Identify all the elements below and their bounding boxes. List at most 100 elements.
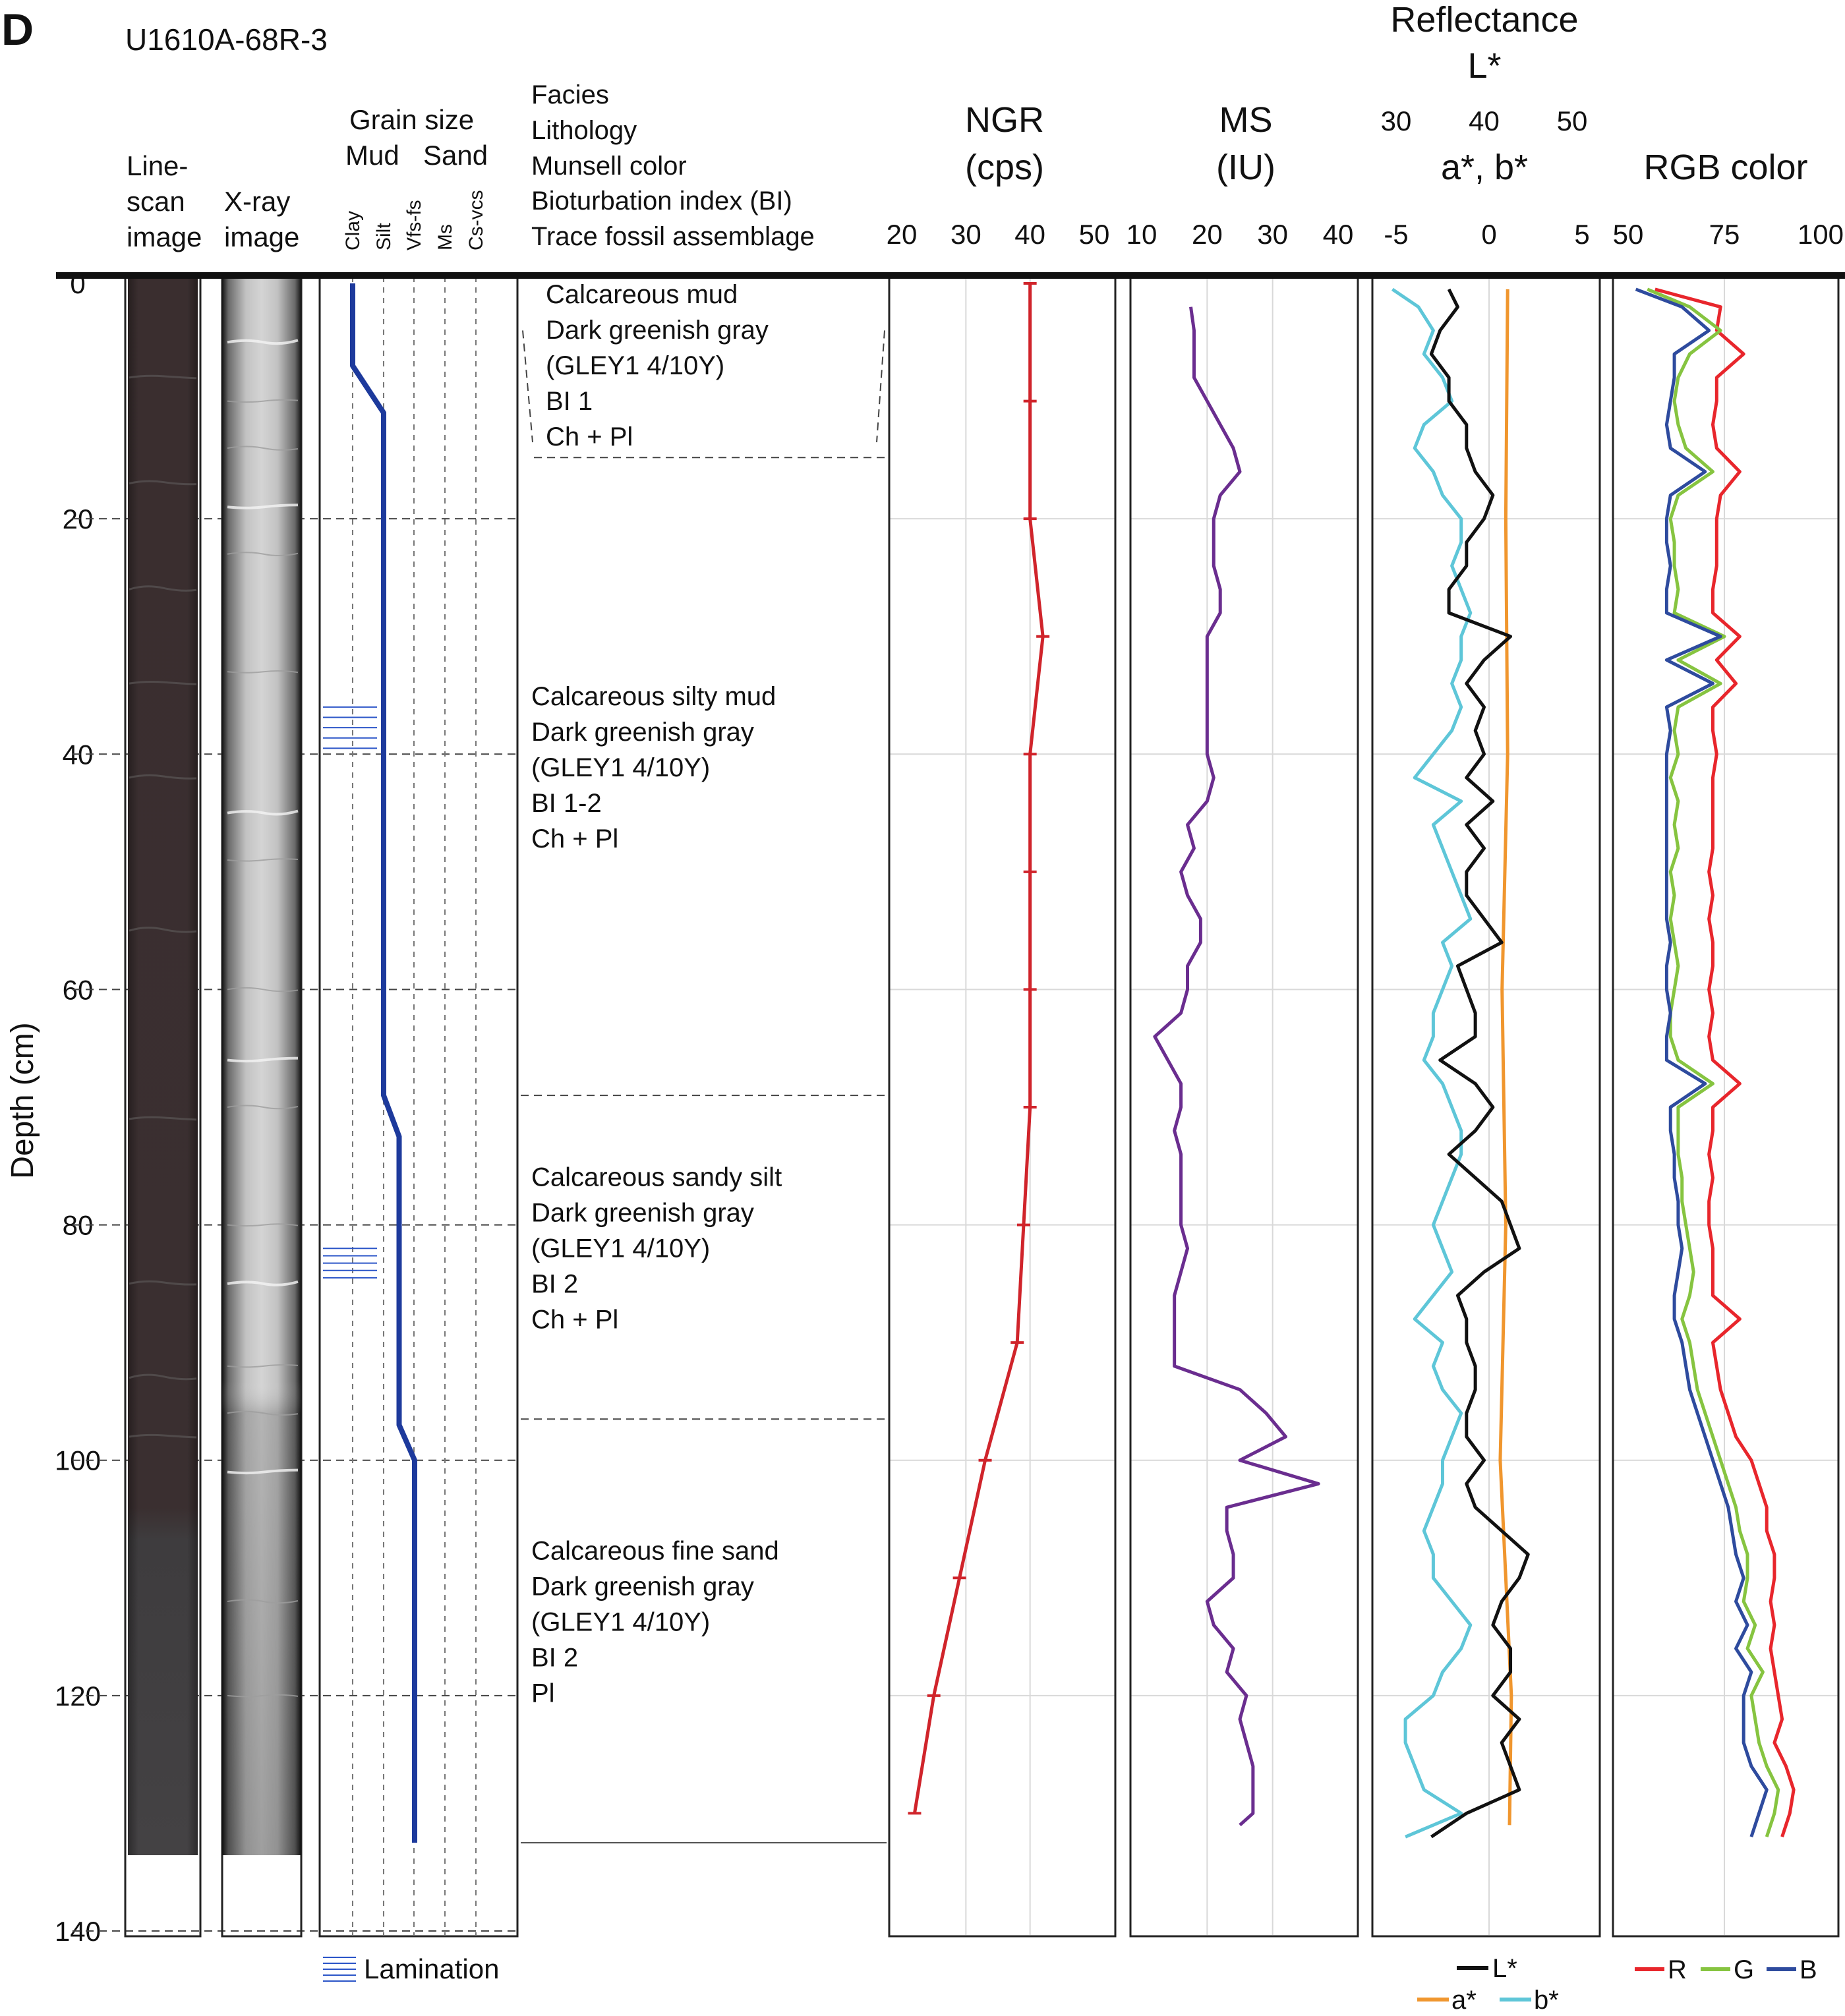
grain-class-label: Cs-vcs [465, 190, 487, 250]
grain-class-labels: Clay Silt Vfs-fs Ms Cs-vcs [342, 190, 487, 250]
tick-label: 0 [1481, 219, 1496, 250]
linescan-streak [129, 1373, 197, 1381]
grain-size-header: Grain size Mud Sand Clay Silt Vfs-fs Ms Cs-v… [342, 104, 488, 250]
rgb-header: RGB color [1643, 148, 1807, 187]
linescan-streak [129, 774, 197, 780]
linescan-streak [129, 1116, 197, 1121]
linescan-streak [129, 1280, 197, 1286]
desc-header-line: Lithology [531, 116, 637, 145]
depth-guides [73, 518, 517, 1932]
reflectance-ab-tick-labels: -5 0 5 [1384, 219, 1589, 250]
rgb-r-line [1655, 287, 1796, 1837]
reflectance-l-line [1429, 288, 1530, 1839]
xray-streak [227, 552, 299, 556]
rgb-frame [1612, 274, 1840, 1938]
legend-r-label: R [1668, 1955, 1687, 1984]
ngr-header: NGR (cps) [965, 100, 1044, 187]
linescan-streak [129, 480, 197, 486]
reflectance-title: Reflectance [1390, 0, 1578, 40]
unit-description-line: BI 2 [531, 1270, 578, 1299]
rgb-grid [1613, 277, 1838, 1935]
linescan-streaks [129, 374, 197, 1439]
reflectance-l-tick-labels: 30 40 50 [1381, 105, 1588, 136]
xray-streak [227, 1468, 299, 1475]
linescan-header: Line- scan image [127, 150, 202, 252]
unit-description-line: Ch + Pl [546, 422, 633, 451]
ngr-tick-labels: 20 30 40 50 [887, 219, 1110, 250]
linescan-streak [129, 927, 197, 933]
grain-size-line [350, 283, 417, 1843]
unit-description-line: (GLEY1 4/10Y) [531, 753, 710, 782]
tick-label: 40 [1014, 219, 1045, 250]
unit-description-line: Dark greenish gray [531, 1572, 754, 1601]
xray-streak [227, 1694, 299, 1698]
unit-description-line: BI 2 [531, 1644, 578, 1673]
unit-description-line: Pl [531, 1679, 555, 1708]
grain-size-panel [318, 274, 519, 1938]
unit-description-line: Dark greenish gray [546, 316, 769, 345]
xray-streak [227, 1364, 299, 1368]
xray-streak [227, 446, 299, 451]
ngr-grid [889, 277, 1115, 1935]
rgb-b-line [1635, 287, 1769, 1837]
unit-description-line: Ch + Pl [531, 1306, 618, 1335]
linescan-streak [129, 680, 197, 685]
legend-l-label: L* [1492, 1954, 1517, 1983]
unit-bracket [522, 330, 533, 443]
xray-streak [227, 1410, 299, 1416]
xray-streak [227, 670, 299, 674]
xray-streaks [227, 339, 299, 1698]
reflectance-ab-label: a*, b* [1441, 148, 1528, 187]
xray-header-line: X-ray [224, 186, 290, 217]
tick-label: 75 [1709, 219, 1740, 250]
desc-header-line: Trace fossil assemblage [531, 222, 815, 251]
grain-class-label: Vfs-fs [403, 200, 425, 250]
xray-streak [227, 504, 299, 509]
depth-axis-label: Depth (cm) [5, 1022, 40, 1178]
tick-label: 20 [887, 219, 918, 250]
xray-streak [227, 1056, 299, 1063]
grain-class-label: Clay [342, 211, 364, 250]
ms-title: MS [1219, 100, 1273, 140]
rgb-g-line [1647, 287, 1780, 1837]
unit-description-line: Calcareous silty mud [531, 682, 776, 711]
unit-description-line: (GLEY1 4/10Y) [531, 1608, 710, 1637]
legend-b-label: b* [1534, 1986, 1559, 2015]
linescan-streak [129, 1433, 197, 1439]
linescan-shade [128, 275, 198, 1855]
xray-streak [227, 1223, 299, 1227]
reflectance-header: Reflectance L* a*, b* [1390, 0, 1578, 187]
linescan-header-line: image [127, 221, 202, 252]
tick-label: 40 [1323, 219, 1354, 250]
xray-image [221, 274, 303, 1938]
unit-description-line: Calcareous mud [546, 280, 738, 309]
legend-g-label: G [1734, 1955, 1754, 1984]
tick-label: 30 [1257, 219, 1288, 250]
tick-label: 30 [1381, 105, 1412, 136]
grain-class-label: Ms [434, 224, 456, 250]
tick-label: 40 [1469, 105, 1500, 136]
ms-header: MS (IU) [1216, 100, 1275, 187]
xray-streak [227, 858, 299, 862]
desc-header-line: Bioturbation index (BI) [531, 187, 792, 216]
xray-header: X-ray image [224, 186, 299, 252]
tick-label: 30 [951, 219, 981, 250]
unit-bracket [876, 330, 885, 443]
tick-label: 100 [1798, 219, 1844, 250]
desc-header-line: Munsell color [531, 152, 687, 181]
linescan-header-line: scan [127, 186, 185, 217]
rgb-legend: R G B [1635, 1955, 1817, 1984]
reflectance-plot: 30 40 50 -5 0 5 [1371, 105, 1601, 1938]
ms-plot: 10 20 30 40 [1127, 219, 1359, 1938]
reflectance-grid [1372, 277, 1600, 1935]
linescan-header-line: Line- [127, 150, 188, 181]
desc-header-line: Facies [531, 80, 609, 109]
tick-label: 50 [1557, 105, 1588, 136]
unit-description-line: Calcareous fine sand [531, 1537, 779, 1566]
section-label: U1610A-68R-3 [125, 22, 328, 57]
unit-description-line: Ch + Pl [531, 824, 618, 853]
reflectance-legend: L* a* b* [1417, 1954, 1559, 2015]
ngr-title: NGR [965, 100, 1044, 140]
ngr-frame [888, 274, 1117, 1938]
